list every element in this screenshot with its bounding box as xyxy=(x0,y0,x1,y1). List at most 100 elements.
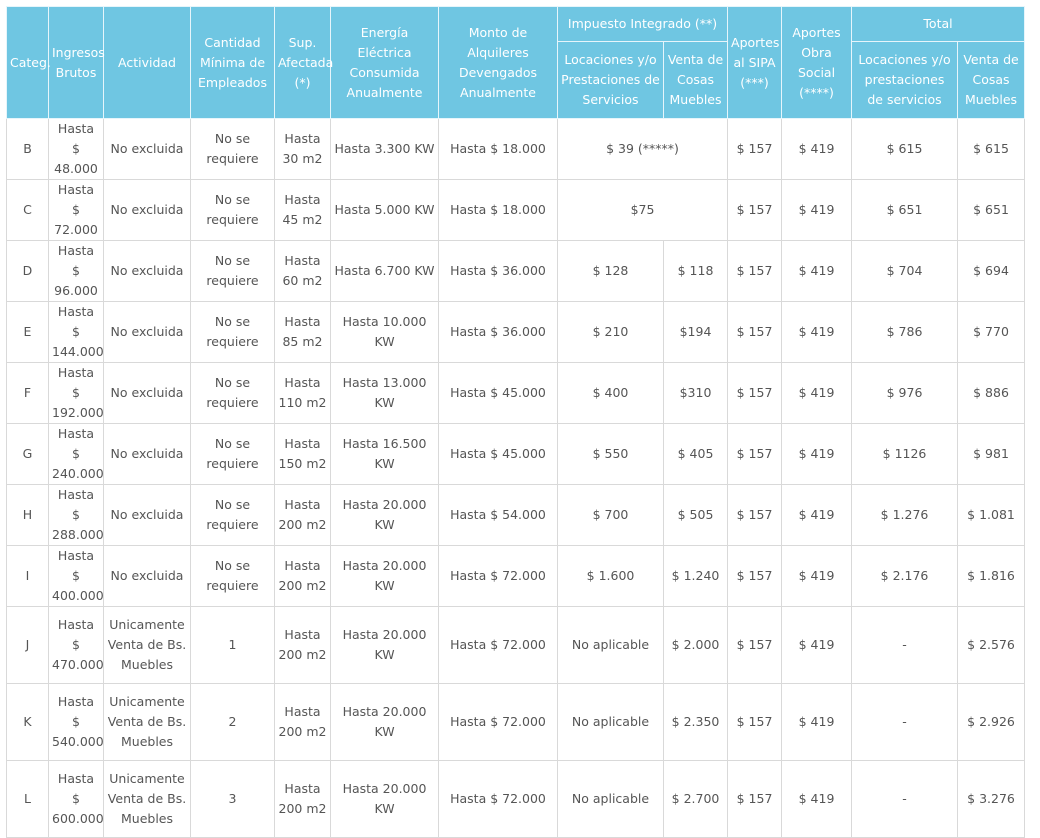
cell-imp-venta: $ 505 xyxy=(662,484,729,546)
cell-ingresos: Hasta $ 48.000 xyxy=(48,118,104,180)
cell-categ: G xyxy=(6,423,49,485)
cell-actividad: No excluida xyxy=(103,301,191,363)
table-row: H Hasta $ 288.000 No excluida No se requ… xyxy=(6,484,1026,546)
cell-imp-venta: $310 xyxy=(662,362,729,424)
cell-sipa: $ 157 xyxy=(727,545,783,607)
cell-alquileres: Hasta $ 72.000 xyxy=(438,545,558,607)
cell-total-locaciones: $ 2.176 xyxy=(851,545,959,607)
cell-actividad: No excluida xyxy=(103,545,191,607)
cell-sipa: $ 157 xyxy=(727,240,783,302)
cell-obra-social: $ 419 xyxy=(781,484,853,546)
cell-alquileres: Hasta $ 54.000 xyxy=(438,484,558,546)
cell-sipa: $ 157 xyxy=(727,362,783,424)
table-row: D Hasta $ 96.000 No excluida No se requi… xyxy=(6,240,1026,302)
cell-imp-venta: $ 405 xyxy=(662,423,729,485)
header-total: Total xyxy=(851,6,1026,42)
cell-empleados: No se requiere xyxy=(190,240,275,302)
cell-sipa: $ 157 xyxy=(727,484,783,546)
table-row: K Hasta $ 540.000 Unicamente Venta de Bs… xyxy=(6,683,1026,761)
cell-categ: B xyxy=(6,118,49,180)
cell-obra-social: $ 419 xyxy=(781,240,853,302)
cell-obra-social: $ 419 xyxy=(781,545,853,607)
cell-total-locaciones: $ 704 xyxy=(851,240,959,302)
cell-imp-locaciones: $ 550 xyxy=(557,423,664,485)
cell-total-locaciones: $ 786 xyxy=(851,301,959,363)
cell-total-venta: $ 651 xyxy=(957,179,1026,241)
cell-energia: Hasta 20.000 KW xyxy=(330,606,439,684)
header-sipa: Aportes al SIPA (***) xyxy=(727,6,783,119)
cell-total-locaciones: $ 1.276 xyxy=(851,484,959,546)
table-header: Categ. Ingresos Brutos Actividad Cantida… xyxy=(6,6,1026,119)
cell-actividad: No excluida xyxy=(103,362,191,424)
cell-total-venta: $ 694 xyxy=(957,240,1026,302)
cell-categ: E xyxy=(6,301,49,363)
cell-imp-locaciones: $ 700 xyxy=(557,484,664,546)
cell-obra-social: $ 419 xyxy=(781,301,853,363)
cell-superficie: Hasta 200 m2 xyxy=(274,683,331,761)
cell-categ: F xyxy=(6,362,49,424)
cell-superficie: Hasta 45 m2 xyxy=(274,179,331,241)
cell-superficie: Hasta 200 m2 xyxy=(274,760,331,838)
cell-alquileres: Hasta $ 18.000 xyxy=(438,179,558,241)
cell-actividad: No excluida xyxy=(103,179,191,241)
cell-ingresos: Hasta $ 192.000 xyxy=(48,362,104,424)
cell-total-locaciones: $ 1126 xyxy=(851,423,959,485)
cell-superficie: Hasta 200 m2 xyxy=(274,484,331,546)
cell-superficie: Hasta 200 m2 xyxy=(274,545,331,607)
cell-empleados: No se requiere xyxy=(190,179,275,241)
cell-total-locaciones: - xyxy=(851,606,959,684)
cell-empleados: 2 xyxy=(190,683,275,761)
cell-ingresos: Hasta $ 72.000 xyxy=(48,179,104,241)
cell-sipa: $ 157 xyxy=(727,760,783,838)
cell-imp-locaciones: No aplicable xyxy=(557,606,664,684)
table-body: B Hasta $ 48.000 No excluida No se requi… xyxy=(6,118,1026,838)
cell-imp-venta: $ 118 xyxy=(662,240,729,302)
cell-categ: C xyxy=(6,179,49,241)
cell-imp-venta: $ 2.000 xyxy=(662,606,729,684)
cell-alquileres: Hasta $ 36.000 xyxy=(438,301,558,363)
table-row: B Hasta $ 48.000 No excluida No se requi… xyxy=(6,118,1026,180)
header-categ: Categ. xyxy=(6,6,51,119)
cell-actividad: Unicamente Venta de Bs. Muebles xyxy=(103,760,191,838)
cell-actividad: Unicamente Venta de Bs. Muebles xyxy=(103,606,191,684)
cell-sipa: $ 157 xyxy=(727,118,783,180)
cell-alquileres: Hasta $ 18.000 xyxy=(438,118,558,180)
cell-ingresos: Hasta $ 288.000 xyxy=(48,484,104,546)
cell-ingresos: Hasta $ 470.000 xyxy=(48,606,104,684)
table-row: G Hasta $ 240.000 No excluida No se requ… xyxy=(6,423,1026,485)
cell-total-venta: $ 2.926 xyxy=(957,683,1026,761)
cell-total-venta: $ 615 xyxy=(957,118,1026,180)
cell-impuesto: $75 xyxy=(556,179,729,241)
header-impuesto: Impuesto Integrado (**) xyxy=(556,6,729,42)
cell-ingresos: Hasta $ 96.000 xyxy=(48,240,104,302)
cell-obra-social: $ 419 xyxy=(781,179,853,241)
monotributo-table-container: Categ. Ingresos Brutos Actividad Cantida… xyxy=(6,6,1026,838)
monotributo-categories-table: Categ. Ingresos Brutos Actividad Cantida… xyxy=(6,6,1026,838)
cell-imp-locaciones: $ 210 xyxy=(557,301,664,363)
cell-actividad: No excluida xyxy=(103,484,191,546)
cell-ingresos: Hasta $ 540.000 xyxy=(48,683,104,761)
cell-energia: Hasta 10.000 KW xyxy=(330,301,439,363)
cell-energia: Hasta 20.000 KW xyxy=(330,683,439,761)
cell-energia: Hasta 6.700 KW xyxy=(330,240,439,302)
cell-empleados: No se requiere xyxy=(190,118,275,180)
cell-alquileres: Hasta $ 45.000 xyxy=(438,362,558,424)
header-ingresos: Ingresos Brutos xyxy=(48,6,105,119)
cell-empleados: No se requiere xyxy=(190,545,275,607)
header-actividad: Actividad xyxy=(103,6,191,119)
header-empleados: Cantidad Mínima de Empleados xyxy=(190,6,275,119)
cell-energia: Hasta 20.000 KW xyxy=(330,545,439,607)
cell-imp-locaciones: No aplicable xyxy=(557,683,664,761)
header-imp-locaciones: Locaciones y/o Prestaciones de Servicios xyxy=(557,41,664,119)
cell-categ: H xyxy=(6,484,49,546)
cell-energia: Hasta 5.000 KW xyxy=(330,179,439,241)
cell-energia: Hasta 3.300 KW xyxy=(330,118,439,180)
cell-total-venta: $ 770 xyxy=(957,301,1026,363)
cell-imp-venta: $ 2.350 xyxy=(662,683,729,761)
cell-alquileres: Hasta $ 72.000 xyxy=(438,683,558,761)
cell-total-venta: $ 3.276 xyxy=(957,760,1026,838)
cell-total-locaciones: $ 976 xyxy=(851,362,959,424)
cell-actividad: Unicamente Venta de Bs. Muebles xyxy=(103,683,191,761)
cell-empleados: 3 xyxy=(190,760,275,838)
cell-superficie: Hasta 85 m2 xyxy=(274,301,331,363)
